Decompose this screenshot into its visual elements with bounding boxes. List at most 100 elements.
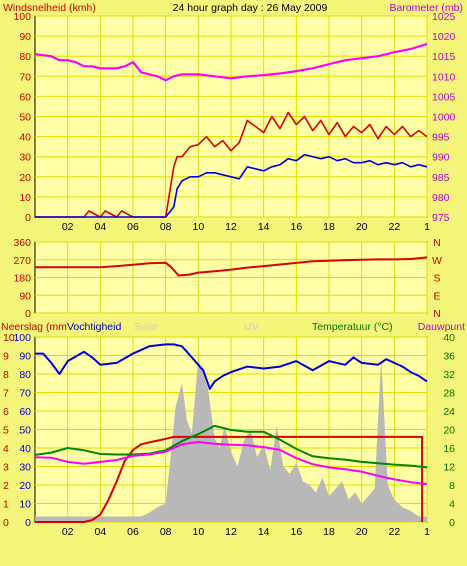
rain-tick-label: 2 xyxy=(3,480,9,492)
humidity-tick-label: 0 xyxy=(25,517,31,529)
wind-x-tick-label: 10 xyxy=(192,221,204,233)
barometer-tick-label: 1000 xyxy=(432,112,456,124)
temperature-tick-label: 24 xyxy=(443,406,455,418)
barometer-tick-label: 1025 xyxy=(432,11,456,23)
panel-labels: Windsnelheid (kmh) 24 hour graph day : 2… xyxy=(1,2,465,333)
direction-tick-label: 0 xyxy=(25,308,31,320)
solar-axis-label: Solar xyxy=(134,321,159,333)
wind-speed-tick-label: 70 xyxy=(19,71,31,83)
wind-x-tick-label: 12 xyxy=(225,221,237,233)
rain-tick-label: 6 xyxy=(3,406,9,418)
humidity-tick-label: 70 xyxy=(19,388,31,400)
temperature-tick-label: 36 xyxy=(443,351,455,363)
climate-x-tick-label: 18 xyxy=(323,526,335,538)
wind-speed-tick-label: 30 xyxy=(19,152,31,164)
wind-speed-tick-label: 100 xyxy=(13,11,31,23)
climate-x-tick-label: 14 xyxy=(258,526,270,538)
barometer-tick-label: 985 xyxy=(432,172,450,184)
temperature-line xyxy=(34,424,428,469)
compass-label: N xyxy=(433,237,441,249)
climate-x-tick-label: 20 xyxy=(356,526,368,538)
wind-speed-tick-label: 50 xyxy=(19,112,31,124)
humidity-tick-label: 50 xyxy=(19,425,31,437)
wind-x-tick-label: 14 xyxy=(258,221,270,233)
climate-x-tick-label: 02 xyxy=(62,526,74,538)
compass-label: W xyxy=(432,255,442,267)
solar-area xyxy=(35,359,427,522)
barometer-tick-label: 975 xyxy=(432,212,450,224)
wind-x-tick-label: 04 xyxy=(94,221,106,233)
wind-direction-line xyxy=(35,256,428,277)
rain-axis-label: Neerslag (mm xyxy=(1,321,67,333)
humidity-tick-label: 40 xyxy=(19,443,31,455)
barometer-axis-label: Barometer (mb) xyxy=(389,2,463,14)
humidity-tick-label: 60 xyxy=(19,406,31,418)
climate-x-tick-label: 10 xyxy=(192,526,204,538)
temperature-tick-label: 8 xyxy=(449,480,455,492)
wind-speed-tick-label: 60 xyxy=(19,91,31,103)
wind-speed-tick-label: 20 xyxy=(19,172,31,184)
chart-title: 24 hour graph day : 26 May 2009 xyxy=(173,2,328,14)
rain-tick-label: 7 xyxy=(3,388,9,400)
wind-x-tick-label: 1 xyxy=(424,221,430,233)
wind-speed-tick-label: 90 xyxy=(19,31,31,43)
wind-x-tick-label: 20 xyxy=(356,221,368,233)
wind-speed-tick-label: 0 xyxy=(25,212,31,224)
humidity-tick-label: 20 xyxy=(19,480,31,492)
humidity-axis-label: Vochtigheid xyxy=(67,321,121,333)
barometer-tick-label: 1020 xyxy=(432,31,456,43)
rain-tick-label: 10 xyxy=(3,332,15,344)
wind-barometer-panel: 02 04 06 08 10 12 14 16 18 20 22 101020304050607080… xyxy=(13,11,455,233)
rain-tick-label: 1 xyxy=(3,499,9,511)
climate-x-tick-label: 06 xyxy=(127,526,139,538)
barometer-tick-label: 990 xyxy=(432,152,450,164)
direction-tick-label: 90 xyxy=(19,290,31,302)
climate-x-tick-label: 1 xyxy=(424,526,430,538)
climate-x-tick-label: 12 xyxy=(225,526,237,538)
rain-tick-label: 8 xyxy=(3,369,9,381)
climate-x-tick-label: 16 xyxy=(290,526,302,538)
barometer-tick-label: 995 xyxy=(432,132,450,144)
rain-tick-label: 5 xyxy=(3,425,9,437)
dewpoint-axis-label: Dauwpunt xyxy=(418,321,465,333)
wind-x-tick-label: 16 xyxy=(290,221,302,233)
uv-axis-label: UV xyxy=(244,321,259,333)
barometer-tick-label: 1015 xyxy=(432,51,456,63)
barometer-tick-label: 1005 xyxy=(432,91,456,103)
temperature-tick-label: 4 xyxy=(449,499,455,511)
wind-speed-axis-label: Windsnelheid (kmh) xyxy=(3,2,96,14)
dewpoint-line xyxy=(34,441,428,486)
direction-tick-label: 360 xyxy=(13,237,31,249)
barometer-tick-label: 1010 xyxy=(432,71,456,83)
compass-label: N xyxy=(433,308,441,320)
humidity-line xyxy=(35,343,428,390)
wind-x-tick-label: 22 xyxy=(388,221,400,233)
temperature-tick-label: 20 xyxy=(443,425,455,437)
rain-humidity-temperature-panel: 02 04 06 08 10 12 14 16 18 20 22 101234567891001020… xyxy=(3,332,455,538)
barometer-tick-label: 980 xyxy=(432,192,450,204)
rain-tick-label: 0 xyxy=(3,517,9,529)
wind-x-tick-label: 18 xyxy=(323,221,335,233)
humidity-tick-label: 100 xyxy=(13,332,31,344)
temperature-tick-label: 16 xyxy=(443,443,455,455)
rain-tick-label: 9 xyxy=(3,351,9,363)
compass-label: S xyxy=(433,273,440,285)
temperature-tick-label: 32 xyxy=(443,369,455,381)
temperature-tick-label: 40 xyxy=(443,332,455,344)
climate-x-tick-label: 08 xyxy=(160,526,172,538)
wind-speed-tick-label: 80 xyxy=(19,51,31,63)
wind-average-line xyxy=(35,153,428,218)
wind-x-tick-label: 06 xyxy=(127,221,139,233)
humidity-tick-label: 10 xyxy=(19,499,31,511)
direction-tick-label: 270 xyxy=(13,255,31,267)
climate-x-tick-label: 22 xyxy=(388,526,400,538)
humidity-tick-label: 90 xyxy=(19,351,31,363)
rain-line xyxy=(35,435,424,523)
direction-tick-label: 180 xyxy=(13,273,31,285)
rain-tick-label: 4 xyxy=(3,443,9,455)
compass-label: E xyxy=(433,290,440,302)
temperature-tick-label: 0 xyxy=(449,517,455,529)
wind-speed-tick-label: 10 xyxy=(19,192,31,204)
wind-x-tick-label: 08 xyxy=(160,221,172,233)
